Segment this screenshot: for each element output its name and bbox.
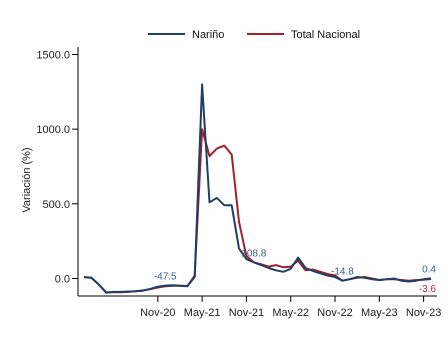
series-line-narino: [83, 83, 432, 294]
x-ticks: Nov-20 May-21 Nov-21 May-22 Nov-22 May-23 Nov-…: [140, 296, 441, 319]
data-label: -3.6: [419, 284, 437, 295]
x-tick-label: Nov-22: [317, 307, 352, 319]
data-label: 0.4: [422, 264, 436, 275]
x-tick-label: Nov-21: [229, 307, 264, 319]
data-label: 108.8: [241, 248, 266, 259]
x-tick-label: Nov-23: [406, 307, 441, 319]
x-tick-label: Nov-20: [140, 307, 175, 319]
series-line-total-nacional: [83, 128, 432, 294]
y-tick-label: 0.0: [55, 274, 70, 286]
data-label: -47.5: [154, 272, 177, 283]
data-labels: -47.5 108.8 -14.8 0.4 -3.6: [154, 248, 437, 295]
legend-label-narino: Nariño: [192, 29, 224, 41]
x-tick-label: May-22: [272, 307, 309, 319]
data-label: -14.8: [331, 267, 354, 278]
y-tick-label: 500.0: [42, 199, 70, 211]
legend: Nariño Total Nacional: [148, 29, 360, 41]
x-tick-label: May-21: [184, 307, 221, 319]
y-tick-label: 1000.0: [36, 124, 70, 136]
y-tick-label: 1500.0: [36, 50, 70, 62]
y-ticks: 0.0 500.0 1000.0 1500.0: [36, 50, 78, 286]
x-tick-label: May-23: [361, 307, 398, 319]
series-lines: [83, 83, 432, 294]
y-axis-title: Variación (%): [21, 147, 33, 212]
legend-label-total-nacional: Total Nacional: [291, 29, 360, 41]
